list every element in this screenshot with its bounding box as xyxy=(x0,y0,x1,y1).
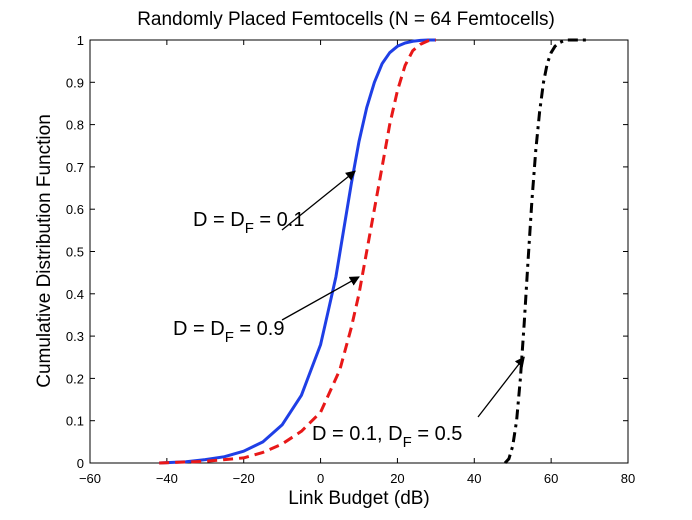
plot-area xyxy=(89,39,629,464)
x-tick-label: −40 xyxy=(156,471,178,486)
y-tick-label: 0.7 xyxy=(66,160,84,175)
y-axis-label: Cumulative Distribution Function xyxy=(34,114,55,388)
annotation-group: D = DF = 0.1 D = DF = 0.9 D = 0.1, DF = 0.… xyxy=(173,170,525,451)
y-tick-label: 0 xyxy=(77,456,84,471)
y-axis: 0 0.1 0.2 0.3 0.4 0.5 0.6 0.7 0.8 0.9 1 xyxy=(66,33,628,471)
x-tick-label: 20 xyxy=(390,471,404,486)
annotation-arrow-3 xyxy=(477,356,525,418)
annotation-arrow-1 xyxy=(281,170,356,231)
x-tick-label: −60 xyxy=(79,471,101,486)
annotation-label-3: D = 0.1, DF = 0.5 xyxy=(312,423,462,451)
y-tick-label: 0.8 xyxy=(66,118,84,133)
series-line-2 xyxy=(159,38,437,465)
x-axis: −60 −40 −20 0 20 40 60 80 xyxy=(79,40,635,486)
x-tick-label: 0 xyxy=(317,471,324,486)
y-tick-label: 0.2 xyxy=(66,371,84,386)
annotation-label-2: D = DF = 0.9 xyxy=(173,318,284,346)
series-line-3 xyxy=(503,38,590,465)
series-group xyxy=(159,38,590,465)
y-tick-label: 0.6 xyxy=(66,202,84,217)
series-line-1 xyxy=(159,38,436,465)
y-tick-label: 0.3 xyxy=(66,329,84,344)
y-tick-label: 0.4 xyxy=(66,287,84,302)
x-tick-label: 60 xyxy=(544,471,558,486)
y-tick-label: 0.1 xyxy=(66,414,84,429)
chart-title: Randomly Placed Femtocells (N = 64 Femto… xyxy=(137,9,555,30)
x-tick-label: 40 xyxy=(467,471,481,486)
annotation-arrow-2 xyxy=(281,276,360,321)
annotation-label-1: D = DF = 0.1 xyxy=(193,209,304,237)
y-tick-label: 1 xyxy=(77,33,84,48)
y-tick-label: 0.5 xyxy=(66,245,84,260)
x-axis-label: Link Budget (dB) xyxy=(288,488,430,509)
x-tick-label: 80 xyxy=(621,471,635,486)
x-tick-label: −20 xyxy=(233,471,255,486)
y-tick-label: 0.9 xyxy=(66,75,84,90)
